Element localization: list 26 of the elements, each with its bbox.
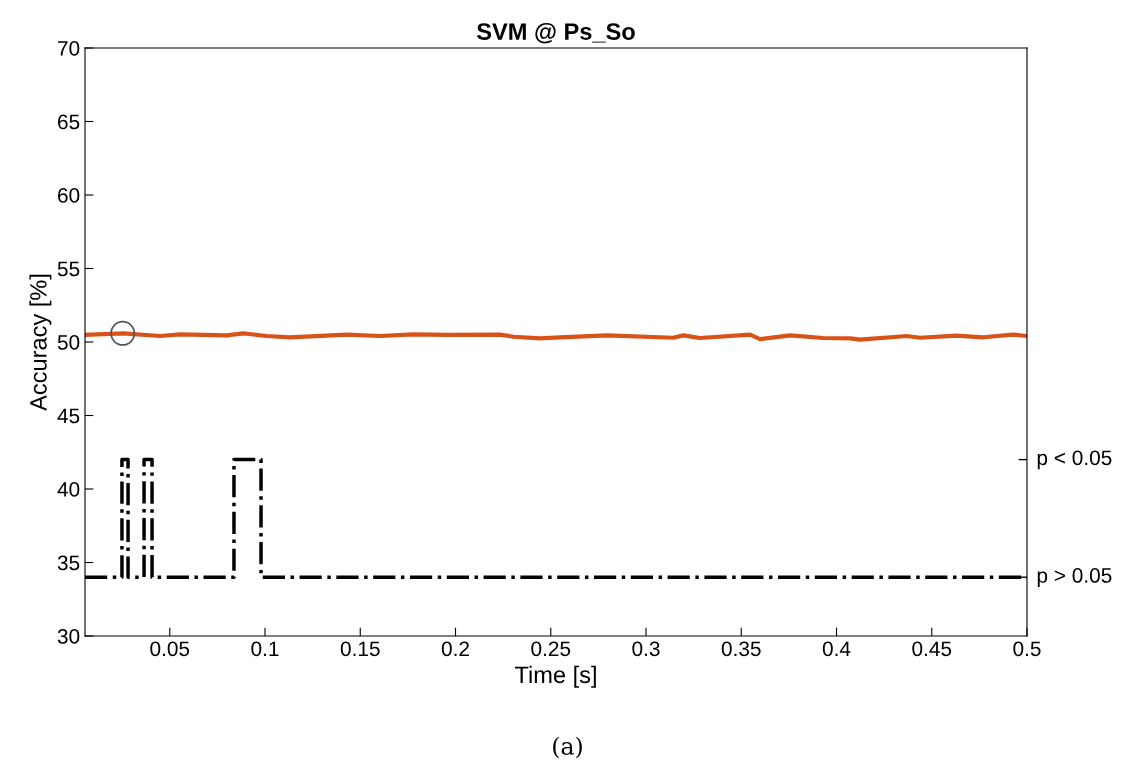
x-tick-label: 0.5 (1013, 641, 1041, 657)
text: p > 0.05 (1037, 568, 1112, 587)
chart-title: SVM @ Ps_So (476, 22, 635, 44)
y-tick-label: 35 (57, 555, 80, 571)
y-tick-label: 50 (57, 335, 80, 350)
y-tick-label: 55 (57, 261, 80, 277)
text: (a) (553, 736, 582, 759)
y-axis-title: Accuracy [%] (29, 274, 52, 411)
x-tick-label: 0.3 (632, 641, 660, 657)
x-tick-label: 0.05 (150, 641, 190, 657)
x-tick-label: 0.4 (822, 641, 851, 657)
x-tick-label: 0.45 (912, 641, 952, 657)
x-tick-label: 0.1 (251, 641, 279, 657)
y-tick-label: 65 (58, 114, 80, 130)
y-tick-label: 45 (57, 408, 80, 424)
line-series (85, 331, 1027, 342)
x-tick-label: 0.15 (340, 641, 380, 657)
text: p < 0.05 (1037, 450, 1112, 470)
x-tick-label: 0.25 (531, 641, 571, 657)
y-tick-label: 60 (58, 188, 80, 203)
x-axis-title: Time [s] (515, 665, 596, 688)
x-tick-label: 0.2 (441, 641, 469, 657)
y-tick-label: 30 (57, 629, 80, 644)
x-tick-label: 0.35 (721, 641, 761, 657)
y-tick-label: 40 (57, 482, 80, 497)
y-tick-label: 70 (58, 41, 80, 56)
